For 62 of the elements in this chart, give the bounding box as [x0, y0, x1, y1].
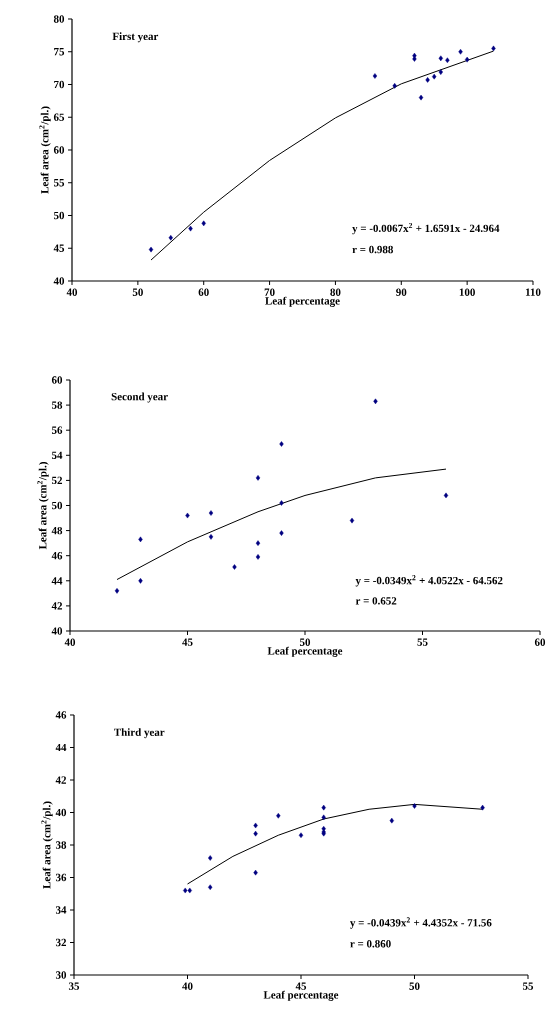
y-axis-title: Leaf area (cm$^{2}$/pl.) — [39, 106, 51, 194]
annotation: y = -0.0439x$^{2}$ + 4.4352x - 71.56 — [350, 917, 492, 929]
y-tick-label: 56 — [51, 426, 63, 434]
y-tick-label: 36 — [55, 873, 67, 882]
x-tick-label: 60 — [534, 638, 546, 646]
y-tick-label: 44 — [51, 577, 63, 585]
annotation: y = -0.0349x$^{2}$ + 4.0522x - 64.562 — [355, 575, 503, 587]
y-tick-label: 32 — [55, 938, 67, 947]
y-tick-label: 40 — [53, 277, 65, 285]
x-tick-label: 45 — [182, 638, 193, 646]
y-tick-label: 60 — [53, 146, 65, 154]
y-tick-label: 40 — [55, 808, 67, 817]
x-tick-label: 110 — [525, 288, 541, 296]
x-tick-label: 50 — [409, 982, 420, 990]
y-tick-label: 30 — [55, 971, 67, 979]
y-tick-label: 75 — [54, 48, 65, 56]
y-tick-label: 70 — [54, 80, 65, 89]
x-tick-label: 55 — [417, 638, 428, 646]
text: First year — [112, 32, 159, 43]
x-tick-label: 40 — [66, 288, 78, 296]
x-tick-label: 90 — [396, 288, 407, 296]
x-axis-title: Leaf percentage — [263, 990, 339, 1001]
y-tick-label: 44 — [55, 743, 67, 752]
x-tick-label: 60 — [198, 288, 209, 296]
y-tick-label: 58 — [51, 401, 63, 409]
annotation: r = 0.652 — [355, 597, 397, 605]
y-tick-label: 46 — [51, 552, 63, 560]
y-tick-label: 48 — [51, 526, 63, 535]
x-tick-label: 40 — [64, 638, 76, 646]
y-axis-title: Leaf area (cm$^{2}$/pl.) — [41, 801, 53, 889]
x-tick-label: 40 — [182, 982, 193, 990]
x-tick-label: 100 — [459, 288, 475, 296]
x-tick-label: 45 — [295, 982, 307, 990]
y-tick-label: 65 — [53, 113, 65, 121]
annotation: r = 0.988 — [352, 245, 393, 254]
x-tick-label: 70 — [264, 288, 275, 296]
y-tick-label: 42 — [51, 602, 63, 610]
y-tick-label: 34 — [55, 906, 67, 914]
annotation: r = 0.860 — [350, 940, 391, 948]
y-tick-label: 46 — [55, 711, 67, 719]
y-tick-label: 60 — [51, 376, 63, 384]
y-tick-label: 80 — [53, 15, 65, 23]
x-axis-title: Leaf percentage — [267, 646, 343, 657]
x-axis-title: Leaf percentage — [265, 296, 340, 307]
x-tick-label: 35 — [68, 982, 80, 990]
y-tick-label: 55 — [53, 179, 65, 187]
y-tick-label: 40 — [51, 627, 63, 635]
text: Third year — [114, 728, 165, 739]
x-tick-label: 55 — [522, 982, 534, 990]
text: Second year — [111, 392, 168, 403]
y-tick-label: 50 — [53, 211, 65, 220]
y-tick-label: 54 — [51, 451, 63, 459]
x-tick-label: 50 — [299, 638, 311, 646]
x-tick-label: 50 — [132, 288, 143, 296]
y-tick-label: 38 — [55, 841, 67, 849]
y-tick-label: 52 — [51, 476, 63, 485]
y-axis-title: Leaf area (cm$^{2}$/pl.) — [37, 462, 49, 550]
y-tick-label: 45 — [53, 244, 65, 252]
annotation: y = -0.0067x$^{2}$ + 1.6591x - 24.964 — [352, 222, 500, 235]
x-tick-label: 80 — [330, 288, 341, 296]
y-tick-label: 42 — [55, 776, 67, 784]
y-tick-label: 50 — [51, 501, 63, 510]
